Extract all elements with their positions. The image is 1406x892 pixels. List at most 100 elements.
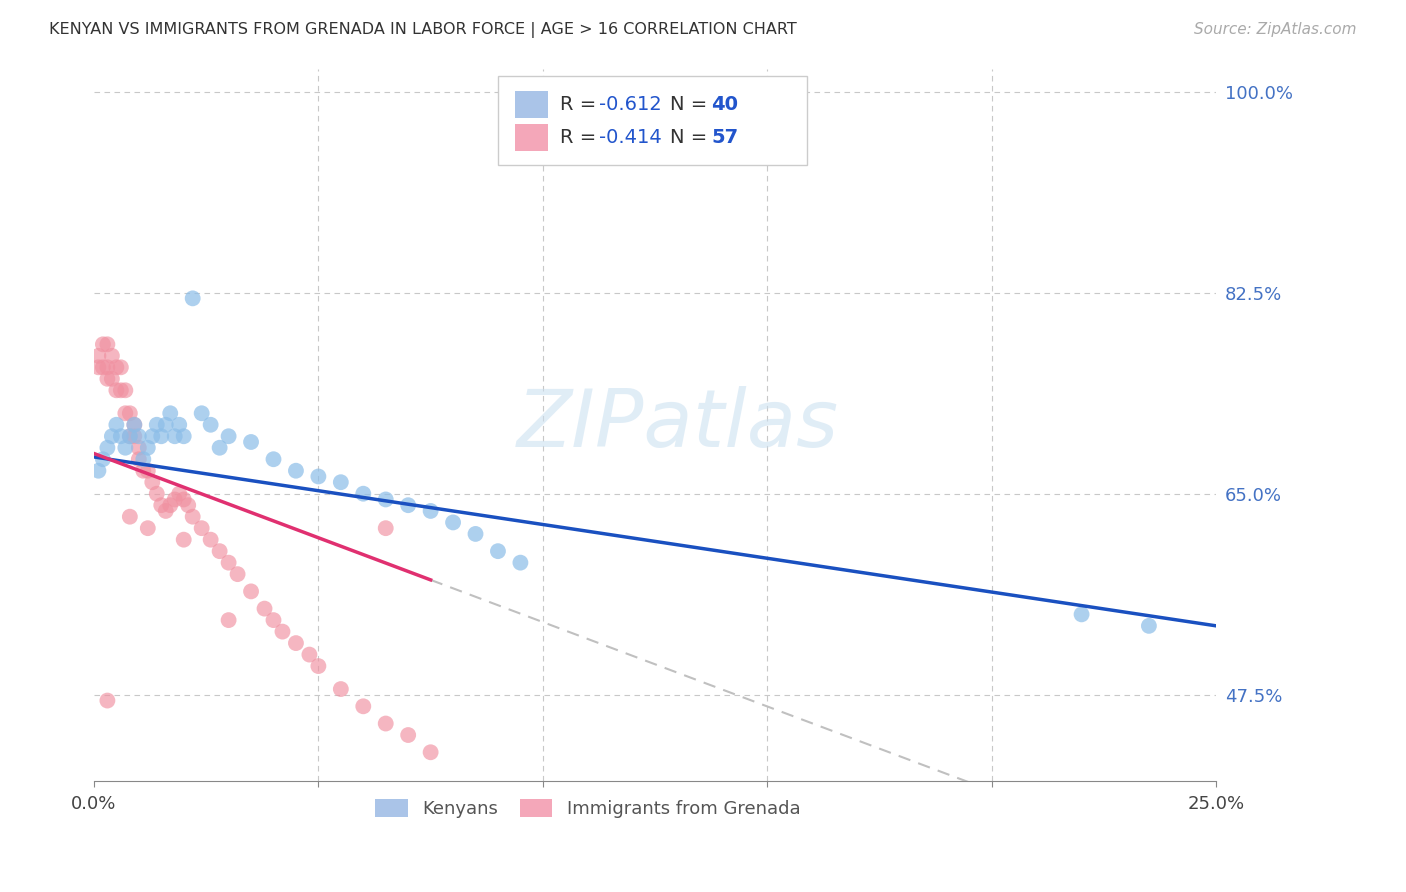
Point	[240, 584, 263, 599]
Point	[419, 745, 441, 759]
Point	[181, 509, 204, 524]
Text: R =: R =	[560, 95, 602, 113]
Point	[96, 372, 118, 386]
Point	[118, 429, 141, 443]
Point	[396, 728, 419, 742]
Point	[136, 521, 159, 535]
Point	[124, 429, 146, 443]
Point	[374, 492, 396, 507]
Point	[128, 452, 150, 467]
Point	[91, 452, 114, 467]
Point	[87, 349, 110, 363]
Point	[253, 601, 276, 615]
Point	[91, 337, 114, 351]
Point	[118, 509, 141, 524]
Point	[118, 429, 141, 443]
Text: 40: 40	[711, 95, 738, 113]
Point	[240, 435, 263, 450]
Point	[114, 384, 136, 398]
Point	[263, 613, 285, 627]
Legend: Kenyans, Immigrants from Grenada: Kenyans, Immigrants from Grenada	[368, 791, 807, 825]
Point	[181, 291, 204, 305]
Point	[200, 417, 222, 432]
Point	[136, 464, 159, 478]
Point	[163, 492, 186, 507]
Point	[114, 441, 136, 455]
Point	[146, 486, 169, 500]
Point	[96, 337, 118, 351]
Point	[329, 475, 352, 490]
Point	[124, 417, 146, 432]
Point	[419, 504, 441, 518]
Point	[307, 659, 329, 673]
Point	[190, 521, 212, 535]
Point	[141, 475, 163, 490]
Point	[132, 464, 155, 478]
Point	[284, 636, 307, 650]
Text: -0.414: -0.414	[599, 128, 662, 147]
Point	[307, 785, 329, 799]
Point	[132, 452, 155, 467]
Bar	[515, 124, 548, 151]
Point	[155, 417, 177, 432]
Point	[352, 699, 374, 714]
Point	[307, 469, 329, 483]
Point	[173, 492, 195, 507]
Point	[218, 429, 240, 443]
Point	[96, 693, 118, 707]
Point	[163, 429, 186, 443]
Point	[464, 527, 486, 541]
Text: -0.612: -0.612	[599, 95, 662, 113]
Point	[486, 544, 509, 558]
Point	[177, 498, 200, 512]
Point	[110, 384, 132, 398]
Point	[226, 567, 249, 582]
Point	[509, 556, 531, 570]
Point	[396, 498, 419, 512]
Text: N =: N =	[669, 128, 713, 147]
Bar	[515, 91, 548, 118]
Point	[87, 360, 110, 375]
Point	[110, 360, 132, 375]
Point	[114, 406, 136, 420]
Text: Source: ZipAtlas.com: Source: ZipAtlas.com	[1194, 22, 1357, 37]
Point	[124, 417, 146, 432]
Point	[150, 429, 173, 443]
Point	[352, 486, 374, 500]
Point	[155, 504, 177, 518]
Text: N =: N =	[669, 95, 713, 113]
Point	[101, 372, 124, 386]
Point	[284, 464, 307, 478]
Point	[167, 417, 190, 432]
Point	[87, 464, 110, 478]
Point	[128, 441, 150, 455]
Point	[96, 441, 118, 455]
Point	[329, 681, 352, 696]
Point	[118, 406, 141, 420]
Text: ZIPatlas: ZIPatlas	[516, 385, 838, 464]
Point	[110, 429, 132, 443]
Point	[105, 360, 128, 375]
Point	[167, 486, 190, 500]
Point	[374, 716, 396, 731]
FancyBboxPatch shape	[498, 76, 807, 165]
Point	[105, 417, 128, 432]
Point	[141, 429, 163, 443]
Text: 57: 57	[711, 128, 738, 147]
Point	[263, 452, 285, 467]
Point	[208, 544, 231, 558]
Point	[208, 441, 231, 455]
Point	[173, 429, 195, 443]
Point	[96, 360, 118, 375]
Point	[105, 384, 128, 398]
Point	[1070, 607, 1092, 622]
Point	[91, 360, 114, 375]
Point	[218, 613, 240, 627]
Point	[159, 498, 181, 512]
Point	[128, 429, 150, 443]
Point	[159, 406, 181, 420]
Point	[1137, 619, 1160, 633]
Point	[298, 648, 321, 662]
Point	[200, 533, 222, 547]
Point	[271, 624, 294, 639]
